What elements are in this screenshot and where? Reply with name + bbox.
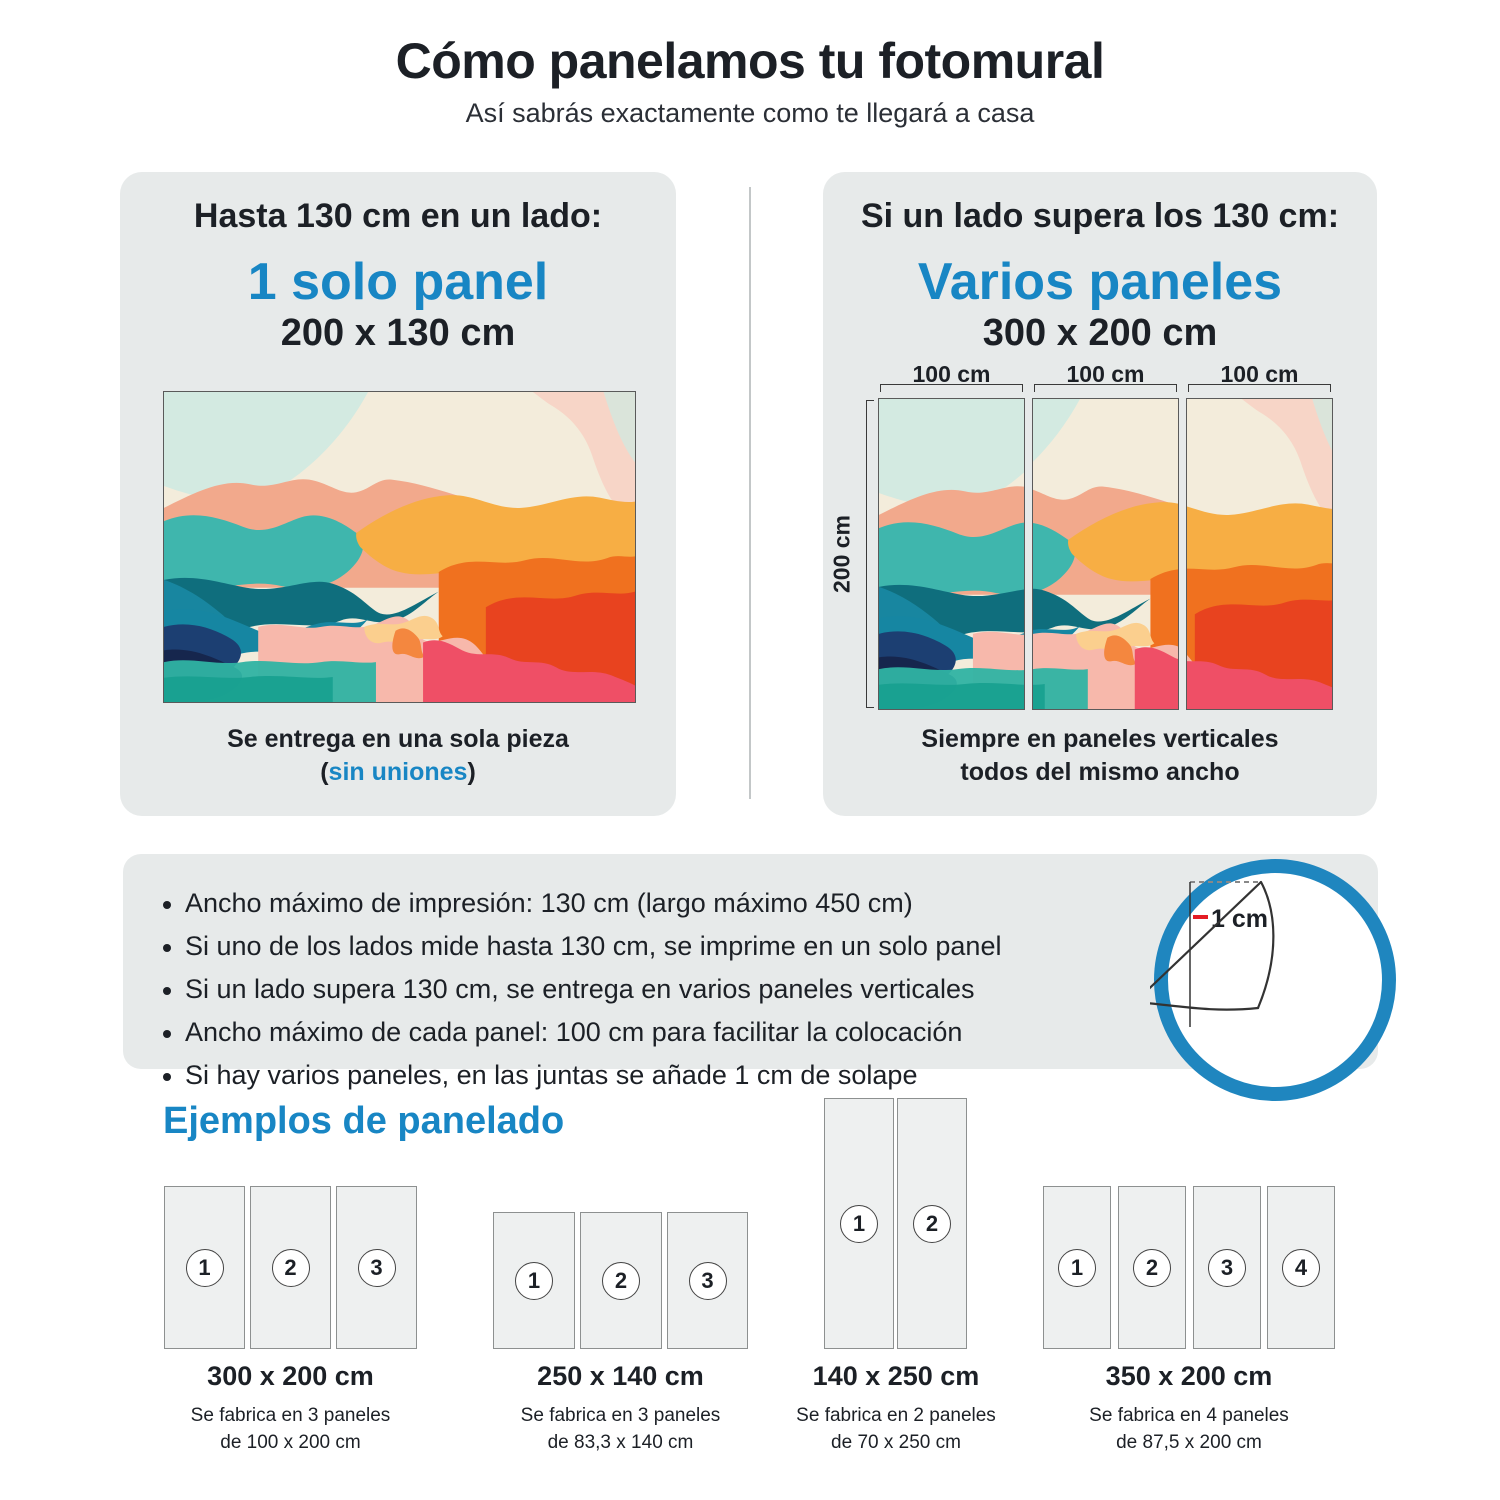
svg-text:1 cm: 1 cm — [1211, 905, 1268, 933]
